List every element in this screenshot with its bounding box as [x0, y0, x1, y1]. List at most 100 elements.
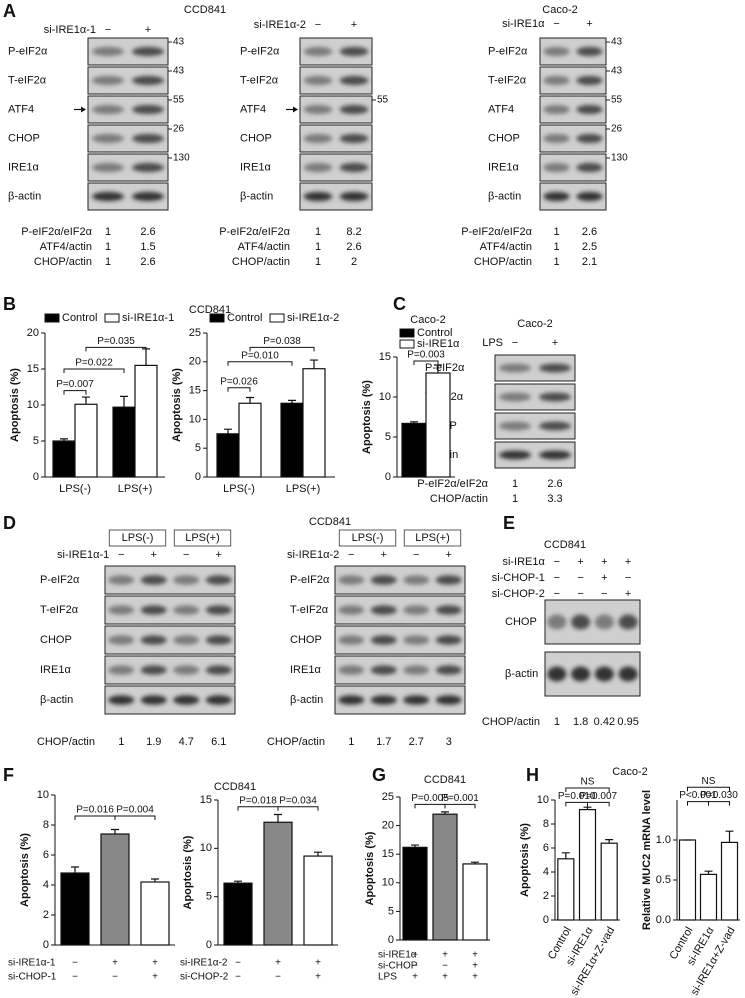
condition-sign: +: [275, 958, 281, 969]
mw-marker: 130: [611, 153, 628, 164]
bar: [134, 364, 158, 478]
band-label: IRE1α: [40, 664, 71, 676]
condition-label: si-CHOP: [378, 961, 418, 972]
significance-bracket: [444, 803, 476, 809]
band-label: ATF4: [240, 103, 266, 115]
band: [576, 75, 603, 86]
band-label: β-actin: [290, 694, 323, 706]
band: [576, 162, 603, 173]
lane-header-label: si-IRE1α-2: [254, 19, 306, 31]
lane-sign: −: [183, 549, 189, 561]
group-label: LPS(-): [352, 532, 384, 544]
significance-bracket: [63, 368, 125, 373]
lane-sign: −: [315, 19, 321, 31]
panel-label: C: [393, 294, 406, 314]
band: [539, 392, 571, 402]
quant-label: CHOP/actin: [232, 256, 290, 268]
condition-sign: +: [472, 961, 478, 972]
panel-label: H: [526, 765, 539, 785]
section-title: CCD841: [189, 304, 231, 316]
lane-sign: −: [554, 588, 560, 600]
band: [92, 191, 124, 202]
legend-swatch: [44, 313, 60, 323]
mw-marker: 26: [173, 124, 185, 135]
lane-header-label: si-IRE1α: [502, 556, 545, 568]
panel-label: G: [372, 765, 386, 785]
bar: [263, 821, 293, 946]
significance-bracket: [63, 390, 87, 395]
y-tick-label: 6: [43, 849, 49, 861]
y-tick-label: 15: [189, 385, 201, 397]
band: [132, 104, 164, 115]
quant-value: 4.7: [179, 736, 194, 748]
significance-bracket: [687, 786, 730, 792]
significance-bracket: [237, 806, 279, 811]
condition-sign: +: [472, 972, 478, 983]
condition-sign: −: [442, 961, 448, 972]
band-label: T-eIF2α: [40, 604, 79, 616]
mw-marker: 43: [173, 37, 185, 48]
lane-sign: −: [577, 572, 583, 584]
lane-sign: −: [348, 549, 354, 561]
significance-label: P=0.030: [700, 790, 738, 801]
quant-value: 1: [554, 716, 560, 728]
band: [435, 695, 462, 705]
lane-header-label: LPS: [482, 337, 503, 349]
band: [543, 191, 570, 202]
significance-bracket: [708, 801, 730, 806]
significance-bracket: [85, 346, 147, 352]
significance-label: P=0.016: [76, 805, 114, 816]
quant-value: 1: [315, 241, 321, 253]
quant-value: 0.95: [617, 716, 638, 728]
panel-label: F: [3, 765, 14, 785]
y-tick-label: 10: [537, 794, 549, 806]
band: [92, 162, 124, 173]
band: [370, 665, 397, 675]
band: [205, 575, 232, 585]
y-tick-label: 20: [382, 820, 394, 832]
legend-swatch: [104, 313, 120, 323]
quant-value: 2.1: [582, 256, 597, 268]
condition-sign: +: [112, 958, 118, 969]
band-label: P-eIF2α: [425, 362, 465, 374]
band: [173, 605, 200, 615]
y-tick-label: 5: [195, 442, 201, 454]
band-label: P-eIF2α: [488, 45, 528, 57]
band: [303, 75, 333, 86]
quant-value: 3.3: [547, 493, 562, 505]
band-label: β-actin: [505, 668, 538, 680]
lane-sign: +: [625, 556, 631, 568]
band-label: T-eIF2α: [290, 604, 329, 616]
arrow-head: [81, 106, 86, 113]
bar: [578, 808, 597, 921]
lane-sign: +: [625, 588, 631, 600]
condition-label: si-CHOP-2: [180, 972, 229, 983]
y-tick-label: 10: [379, 391, 391, 403]
band: [132, 46, 164, 57]
band-label: T-eIF2α: [8, 74, 47, 86]
lane-sign: +: [151, 549, 157, 561]
y-tick-label: 25: [382, 791, 394, 803]
band: [576, 104, 603, 115]
mw-marker: 55: [377, 95, 389, 106]
band-label: CHOP: [505, 616, 537, 628]
mw-marker: 43: [173, 66, 185, 77]
y-tick-label: 0: [33, 471, 39, 483]
band-label: CHOP: [290, 634, 322, 646]
significance-label: NS: [581, 777, 595, 788]
lane-sign: −: [553, 18, 559, 30]
bar: [401, 422, 427, 478]
significance-label: P<0.001: [679, 790, 717, 801]
band: [108, 635, 135, 645]
legend-swatch: [209, 313, 225, 323]
band: [499, 363, 531, 373]
blot-title: CCD841: [544, 539, 586, 551]
band: [435, 665, 462, 675]
condition-label: si-IRE1α: [378, 950, 417, 961]
significance-label: P=0.026: [220, 376, 258, 387]
quant-value: 2.6: [140, 256, 155, 268]
lane-sign: +: [381, 549, 387, 561]
band-label: T-eIF2α: [488, 74, 527, 86]
y-tick-label: 8: [43, 819, 49, 831]
